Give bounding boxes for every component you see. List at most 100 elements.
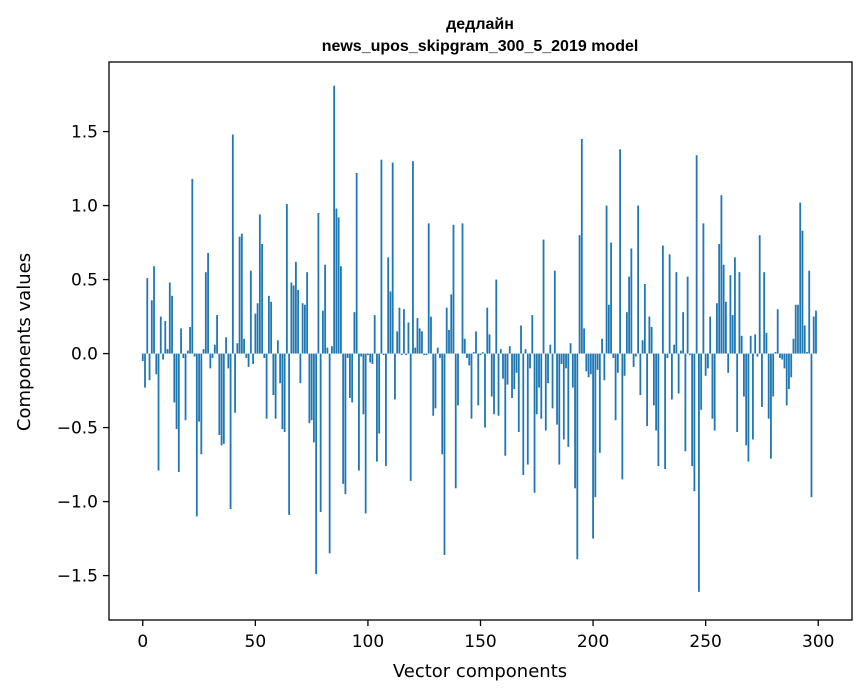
bar xyxy=(367,353,369,356)
bar xyxy=(436,347,439,354)
bar xyxy=(234,353,236,413)
bar xyxy=(668,254,671,354)
bar xyxy=(222,353,225,444)
bar xyxy=(294,261,297,354)
bar xyxy=(607,304,610,354)
bar xyxy=(520,325,522,354)
bar xyxy=(695,155,698,354)
bar xyxy=(371,353,374,364)
bar xyxy=(475,331,477,354)
bar xyxy=(743,353,745,397)
bar xyxy=(202,349,205,354)
bar xyxy=(200,353,203,455)
bar xyxy=(470,353,473,419)
bar xyxy=(279,353,282,384)
bar xyxy=(497,353,500,416)
bar xyxy=(466,353,468,359)
bar xyxy=(430,316,432,354)
bar xyxy=(666,353,669,359)
bar xyxy=(661,245,664,354)
bar xyxy=(290,282,293,354)
bar xyxy=(427,223,430,354)
bar xyxy=(292,285,295,354)
x-axis-label: Vector components xyxy=(393,661,567,682)
bar xyxy=(806,352,808,354)
bar xyxy=(752,353,754,440)
bar xyxy=(585,353,588,372)
bar xyxy=(684,353,687,452)
bar xyxy=(457,353,459,406)
bar xyxy=(373,315,376,354)
y-tick-label: 0.5 xyxy=(71,271,98,291)
bar xyxy=(213,344,216,354)
bar xyxy=(797,304,799,354)
bar xyxy=(799,202,802,354)
x-axis-ticks: 0 50 100 150 200 250 300 xyxy=(137,620,834,652)
bar xyxy=(526,353,529,465)
bar xyxy=(396,331,399,354)
bar xyxy=(283,353,286,433)
bar xyxy=(571,353,574,388)
bar xyxy=(297,289,300,354)
bar xyxy=(448,329,450,354)
bar xyxy=(391,162,394,354)
bar xyxy=(709,316,712,354)
bar xyxy=(191,178,194,354)
bar xyxy=(540,353,543,419)
bar xyxy=(508,346,511,354)
bar xyxy=(261,244,263,354)
bar xyxy=(524,349,527,354)
bar xyxy=(691,353,694,467)
bar xyxy=(650,326,653,354)
bar xyxy=(141,353,144,361)
bar xyxy=(306,272,309,354)
bar xyxy=(634,353,637,357)
y-tick-label: 1.0 xyxy=(71,197,98,217)
bar xyxy=(628,276,630,354)
bar xyxy=(565,353,567,369)
bar xyxy=(614,353,617,421)
x-tick-label: 200 xyxy=(577,632,609,652)
y-tick-label: −0.5 xyxy=(57,419,98,439)
bar xyxy=(722,264,725,354)
bar xyxy=(387,257,390,354)
bar xyxy=(621,353,624,480)
bar xyxy=(792,338,795,354)
bar xyxy=(493,353,495,415)
bar xyxy=(513,353,516,390)
bar xyxy=(229,353,232,509)
bar xyxy=(164,321,167,354)
bar xyxy=(603,353,606,381)
bar xyxy=(729,275,732,354)
bar xyxy=(531,315,534,354)
bar xyxy=(319,353,322,512)
bar xyxy=(763,272,766,354)
bar xyxy=(808,270,811,354)
bar xyxy=(499,349,502,354)
bar xyxy=(227,353,230,369)
bar xyxy=(155,353,158,375)
x-tick-label: 100 xyxy=(352,632,384,652)
bar xyxy=(189,326,191,354)
x-tick-label: 0 xyxy=(137,632,148,652)
bar xyxy=(754,334,757,354)
bar xyxy=(310,353,313,421)
bar xyxy=(162,353,164,360)
bar xyxy=(702,223,705,354)
bar xyxy=(547,353,549,384)
bar xyxy=(767,353,770,419)
bar xyxy=(481,352,484,354)
bar xyxy=(364,353,367,514)
bar xyxy=(362,353,365,415)
bar xyxy=(450,294,453,354)
bar xyxy=(177,353,180,472)
bar xyxy=(562,353,565,440)
bar xyxy=(335,208,338,354)
bar xyxy=(468,353,471,366)
bar xyxy=(632,353,635,367)
bar xyxy=(265,353,268,419)
bar xyxy=(610,242,612,354)
bar xyxy=(175,353,178,430)
bar xyxy=(725,301,727,354)
bar xyxy=(186,350,189,354)
